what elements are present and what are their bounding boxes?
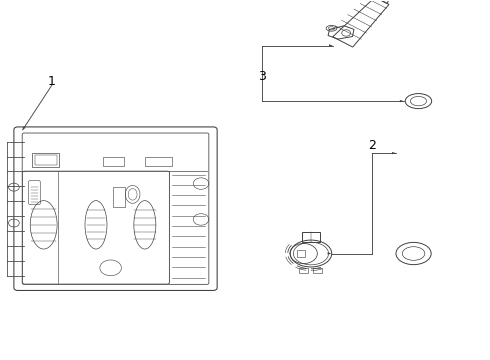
- Bar: [32, 153, 59, 167]
- Polygon shape: [392, 152, 396, 154]
- Bar: [103, 157, 124, 166]
- Polygon shape: [400, 100, 404, 102]
- Bar: [314, 267, 322, 273]
- Bar: [145, 157, 172, 166]
- Bar: [302, 231, 320, 242]
- Bar: [113, 187, 125, 207]
- Polygon shape: [23, 127, 26, 130]
- Text: 2: 2: [368, 139, 376, 152]
- Text: 1: 1: [48, 75, 56, 88]
- Polygon shape: [329, 44, 333, 47]
- Bar: [35, 155, 57, 165]
- Bar: [299, 267, 308, 273]
- Polygon shape: [328, 252, 331, 255]
- Bar: [297, 250, 305, 257]
- Text: 3: 3: [258, 69, 266, 82]
